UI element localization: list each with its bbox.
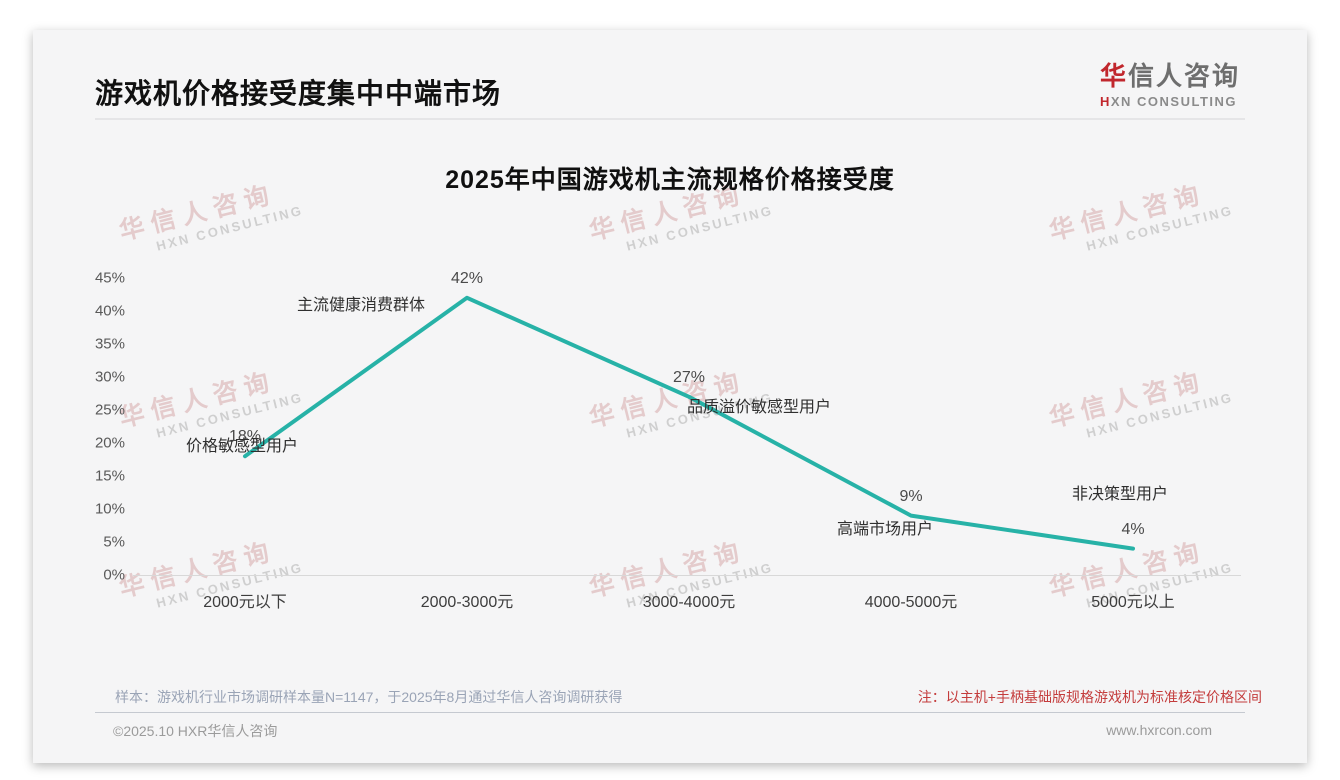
logo-en-rest: XN CONSULTING xyxy=(1110,94,1238,109)
chart-title: 2025年中国游戏机主流规格价格接受度 xyxy=(445,166,895,194)
y-axis-tick: 35% xyxy=(94,335,125,353)
copyright-text: ©2025.10 HXR华信人咨询 xyxy=(113,723,278,739)
data-point-label: 42% xyxy=(450,269,484,287)
series-annotation: 价格敏感型用户 xyxy=(185,438,299,455)
logo-accent-char: 华 xyxy=(1099,61,1128,91)
header-divider xyxy=(95,118,1245,120)
y-axis-tick: 15% xyxy=(94,467,125,485)
x-axis-label: 4000-5000元 xyxy=(864,594,958,611)
y-axis-tick: 5% xyxy=(103,533,125,551)
x-axis-label: 2000元以下 xyxy=(203,594,287,611)
line-chart xyxy=(243,295,1135,551)
series-annotation: 主流健康消费群体 xyxy=(296,297,426,314)
y-axis-tick: 25% xyxy=(94,401,125,419)
price-basis-note: 注：以主机+手柄基础版规格游戏机为标准核定价格区间 xyxy=(917,689,1262,705)
series-annotation: 高端市场用户 xyxy=(836,521,934,538)
acceptance-line xyxy=(243,295,1135,551)
logo-rest-chars: 信人咨询 xyxy=(1127,61,1240,91)
y-axis-tick: 45% xyxy=(94,269,125,287)
data-point-label: 9% xyxy=(899,487,923,505)
x-axis-line xyxy=(133,575,1241,576)
footer-divider xyxy=(95,712,1245,713)
logo-english-name: HXN CONSULTING xyxy=(1100,94,1240,109)
company-logo: 华信人咨询 HXN CONSULTING xyxy=(1100,56,1240,109)
sample-note: 样本：游戏机行业市场调研样本量N=1147，于2025年8月通过华信人咨询调研获… xyxy=(115,689,623,705)
data-point-label: 27% xyxy=(672,368,706,386)
y-axis-tick: 10% xyxy=(94,500,125,518)
series-annotation: 非决策型用户 xyxy=(1071,486,1169,503)
data-point-label: 18% xyxy=(228,428,262,446)
page-title: 游戏机价格接受度集中中端市场 xyxy=(95,78,502,109)
x-axis-label: 2000-3000元 xyxy=(420,594,514,611)
logo-chinese-name: 华信人咨询 xyxy=(1100,56,1240,93)
x-axis-label: 3000-4000元 xyxy=(642,594,736,611)
data-point-label: 4% xyxy=(1121,520,1145,538)
website-url: www.hxrcon.com xyxy=(1106,722,1212,738)
series-annotation: 品质溢价敏感型用户 xyxy=(686,399,832,416)
y-axis-tick: 30% xyxy=(94,368,125,386)
logo-en-accent: H xyxy=(1099,94,1111,109)
y-axis-tick: 40% xyxy=(94,302,125,320)
x-axis-label: 5000元以上 xyxy=(1091,594,1175,611)
report-card: 游戏机价格接受度集中中端市场 华信人咨询 HXN CONSULTING 华信人咨… xyxy=(33,30,1307,763)
y-axis-tick: 20% xyxy=(94,434,125,452)
y-axis-tick: 0% xyxy=(103,566,125,584)
